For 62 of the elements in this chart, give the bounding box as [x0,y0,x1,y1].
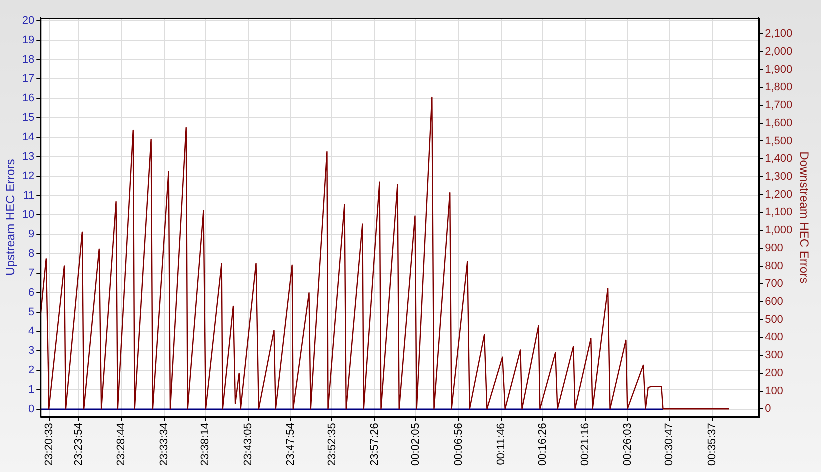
y2-tick-label: 1,100 [765,206,793,219]
y-tick-label: 5 [28,306,35,318]
y2-tick-label: 1,200 [765,188,793,201]
x-tick-label: 23:57:26 [369,423,382,466]
y2-tick-label: 900 [765,242,784,254]
x-tick-label: 23:47:54 [284,423,297,466]
x-tick-label: 23:33:34 [158,423,170,466]
y2-tick-label: 1,300 [765,170,793,183]
x-tick-label: 00:06:56 [452,423,465,466]
x-tick-label: 00:30:47 [664,423,676,466]
y2-tick-label: 300 [765,350,784,362]
y-tick-label: 13 [22,150,35,163]
y-tick-label: 16 [22,92,35,105]
y-tick-label: 15 [22,112,35,124]
y2-tick-label: 200 [765,367,784,380]
y-tick-label: 14 [22,131,35,144]
y2-tick-label: 700 [765,278,784,290]
x-tick-label: 23:52:35 [326,423,338,466]
x-tick-label: 23:43:05 [242,423,254,466]
y-tick-label: 10 [22,209,35,222]
y2-tick-label: 1,600 [765,117,793,130]
y2-tick-label: 1,500 [765,135,793,148]
x-tick-label: 00:02:05 [410,423,422,466]
y-tick-label: 9 [28,228,35,241]
y-axis-title: Upstream HEC Errors [4,159,18,276]
y2-tick-label: 0 [765,403,772,416]
y-tick-label: 8 [28,248,35,260]
y-tick-label: 20 [22,14,35,27]
y2-tick-label: 2,000 [765,46,793,58]
x-tick-label: 23:28:44 [116,423,128,466]
y-tick-label: 11 [23,190,35,202]
y-tick-label: 2 [28,364,35,377]
x-tick-label: 00:21:16 [580,423,592,466]
x-tick-label: 23:38:14 [200,423,212,466]
x-tick-label: 23:20:33 [43,423,56,466]
x-tick-label: 23:23:54 [72,423,85,466]
y-tick-label: 18 [22,54,35,66]
y2-tick-label: 1,800 [765,82,793,94]
y2-tick-label: 400 [765,332,784,344]
y2-tick-label: 1,900 [765,64,793,76]
y-tick-label: 6 [28,286,35,299]
y2-tick-label: 2,100 [765,28,793,40]
y-tick-label: 3 [28,345,35,358]
y2-tick-label: 600 [765,296,784,308]
x-tick-label: 00:35:37 [706,423,718,466]
y-tick-label: 12 [22,170,35,182]
x-tick-label: 00:16:26 [536,423,549,466]
y2-tick-label: 1,400 [765,153,793,166]
y2-tick-label: 100 [765,385,784,398]
x-tick-label: 00:11:46 [496,423,508,466]
y-tick-label: 19 [22,34,35,46]
y-tick-label: 0 [28,403,35,416]
y-tick-label: 4 [28,326,35,338]
y2-tick-label: 1,700 [765,100,793,112]
y2-tick-label: 800 [765,260,784,272]
y2-tick-label: 500 [765,314,784,326]
x-tick-label: 00:26:03 [622,423,634,466]
y-tick-label: 17 [22,73,35,86]
y2-axis-title: Downstream HEC Errors [797,152,812,284]
y2-tick-label: 1,000 [765,224,793,237]
y-tick-label: 1 [28,384,35,396]
y-tick-label: 7 [28,267,35,280]
